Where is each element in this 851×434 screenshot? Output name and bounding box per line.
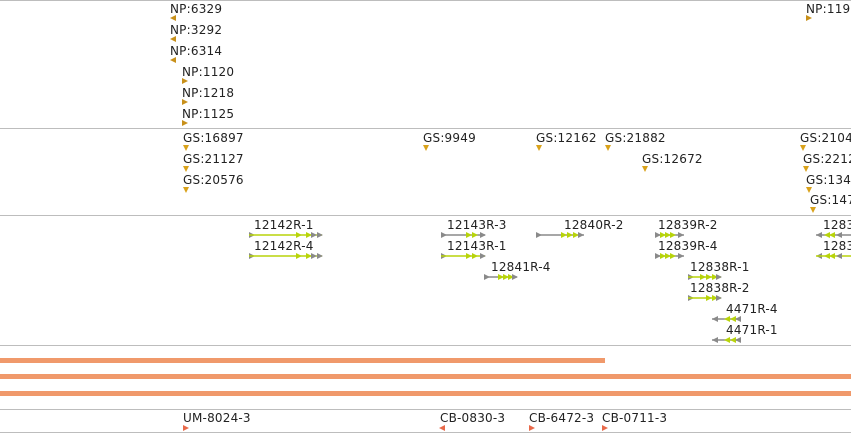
clone-label[interactable]: UM-8024-3 <box>183 411 251 425</box>
gs-feature-label[interactable]: GS:21882 <box>605 131 666 145</box>
transcript-glyph[interactable] <box>688 295 722 301</box>
gs-feature-label[interactable]: GS:9949 <box>423 131 476 145</box>
np-feature-label[interactable]: NP:1120 <box>182 65 235 79</box>
transcript-glyph[interactable] <box>441 253 486 259</box>
forward-strand-marker-icon[interactable] <box>806 15 812 21</box>
transcript-label[interactable]: 12142R-4 <box>254 239 314 253</box>
transcript-label[interactable]: 12143R-3 <box>447 218 507 232</box>
feature-position-marker-icon[interactable] <box>605 145 611 151</box>
transcript-glyph[interactable] <box>536 232 584 238</box>
transcript-glyph[interactable] <box>655 232 684 238</box>
transcript-label[interactable]: 4471R-4 <box>726 302 778 316</box>
transcript-glyph[interactable] <box>816 253 851 259</box>
gs-feature-label[interactable]: GS:134 <box>806 173 851 187</box>
forward-strand-marker-icon[interactable] <box>182 99 188 105</box>
transcript-glyph[interactable] <box>816 232 851 238</box>
feature-position-marker-icon[interactable] <box>642 166 648 172</box>
feature-position-marker-icon[interactable] <box>810 207 816 213</box>
track-divider <box>0 432 851 433</box>
feature-position-marker-icon[interactable] <box>423 145 429 151</box>
transcript-glyph[interactable] <box>712 337 741 343</box>
transcript-label[interactable]: 1283 <box>823 239 851 253</box>
transcript-label[interactable]: 12838R-2 <box>690 281 750 295</box>
gs-feature-label[interactable]: GS:21127 <box>183 152 244 166</box>
gs-feature-label[interactable]: GS:12672 <box>642 152 703 166</box>
np-feature-label[interactable]: NP:1125 <box>182 107 235 121</box>
reverse-strand-marker-icon[interactable] <box>170 57 176 63</box>
transcript-label[interactable]: 1283 <box>823 218 851 232</box>
feature-position-marker-icon[interactable] <box>183 166 189 172</box>
transcript-label[interactable]: 12143R-1 <box>447 239 507 253</box>
np-feature-label[interactable]: NP:119 <box>806 2 851 16</box>
transcript-label[interactable]: 4471R-1 <box>726 323 778 337</box>
transcript-label[interactable]: 12839R-2 <box>658 218 718 232</box>
forward-strand-marker-icon[interactable] <box>529 425 535 431</box>
transcript-glyph[interactable] <box>441 232 486 238</box>
gs-feature-label[interactable]: GS:12162 <box>536 131 597 145</box>
clone-label[interactable]: CB-0830-3 <box>440 411 506 425</box>
np-feature-label[interactable]: NP:1218 <box>182 86 235 100</box>
feature-position-marker-icon[interactable] <box>536 145 542 151</box>
gs-feature-label[interactable]: GS:16897 <box>183 131 244 145</box>
coverage-bar[interactable] <box>0 374 851 379</box>
coverage-bar[interactable] <box>0 391 851 396</box>
transcript-glyph[interactable] <box>249 232 323 238</box>
forward-strand-marker-icon[interactable] <box>183 425 189 431</box>
coverage-bar[interactable] <box>0 358 605 363</box>
reverse-strand-marker-icon[interactable] <box>170 15 176 21</box>
transcript-label[interactable]: 12839R-4 <box>658 239 718 253</box>
feature-position-marker-icon[interactable] <box>806 187 812 193</box>
transcript-glyph[interactable] <box>484 274 518 280</box>
forward-strand-marker-icon[interactable] <box>182 120 188 126</box>
track-divider <box>0 215 851 216</box>
transcript-glyph[interactable] <box>249 253 323 259</box>
transcript-label[interactable]: 12841R-4 <box>491 260 551 274</box>
transcript-label[interactable]: 12838R-1 <box>690 260 750 274</box>
forward-strand-marker-icon[interactable] <box>602 425 608 431</box>
transcript-glyph[interactable] <box>712 316 741 322</box>
forward-strand-marker-icon[interactable] <box>182 78 188 84</box>
track-divider <box>0 0 851 1</box>
track-divider <box>0 128 851 129</box>
clone-label[interactable]: CB-0711-3 <box>602 411 668 425</box>
reverse-strand-marker-icon[interactable] <box>439 425 445 431</box>
gs-feature-label[interactable]: GS:20576 <box>183 173 244 187</box>
feature-position-marker-icon[interactable] <box>183 187 189 193</box>
transcript-glyph[interactable] <box>655 253 684 259</box>
feature-position-marker-icon[interactable] <box>800 145 806 151</box>
reverse-strand-marker-icon[interactable] <box>170 36 176 42</box>
gs-feature-label[interactable]: GS:2212 <box>803 152 851 166</box>
gs-feature-label[interactable]: GS:147 <box>810 193 851 207</box>
transcript-label[interactable]: 12840R-2 <box>564 218 624 232</box>
track-divider <box>0 345 851 346</box>
np-feature-label[interactable]: NP:6314 <box>170 44 223 58</box>
clone-label[interactable]: CB-6472-3 <box>529 411 595 425</box>
feature-position-marker-icon[interactable] <box>803 166 809 172</box>
gs-feature-label[interactable]: GS:2104 <box>800 131 851 145</box>
feature-position-marker-icon[interactable] <box>183 145 189 151</box>
track-divider <box>0 409 851 410</box>
np-feature-label[interactable]: NP:3292 <box>170 23 223 37</box>
transcript-glyph[interactable] <box>688 274 722 280</box>
np-feature-label[interactable]: NP:6329 <box>170 2 223 16</box>
transcript-label[interactable]: 12142R-1 <box>254 218 314 232</box>
